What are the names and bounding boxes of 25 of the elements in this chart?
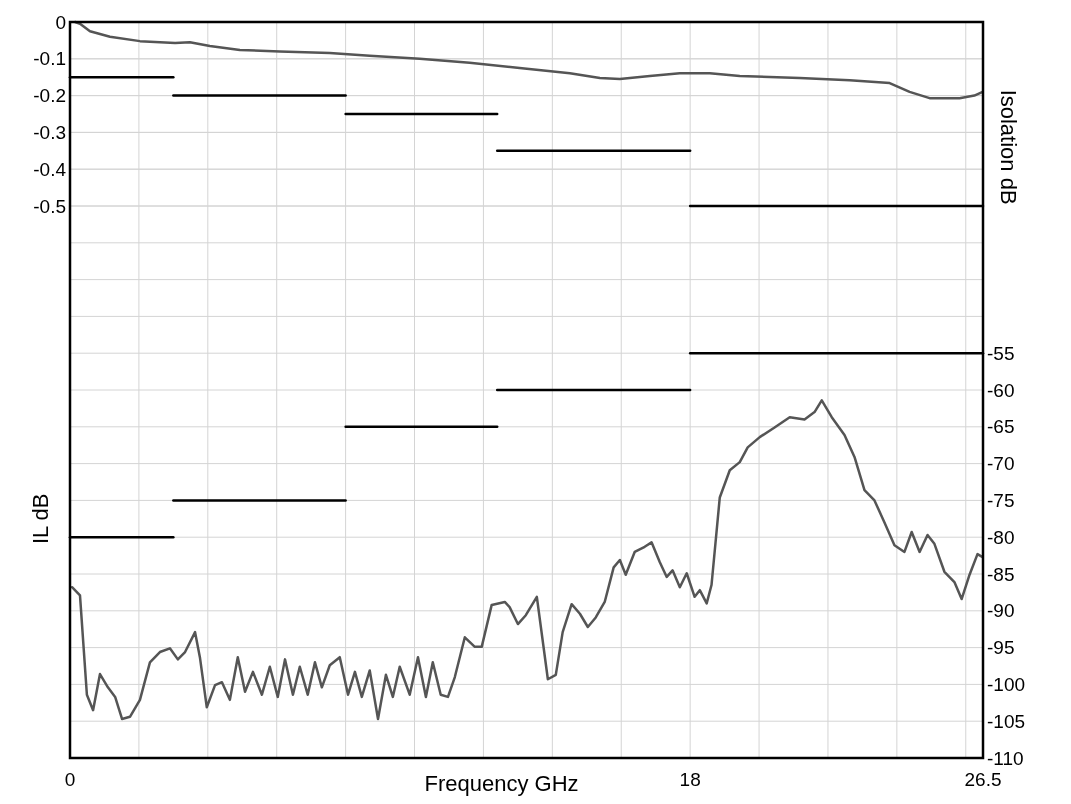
y2-tick-label: -70 xyxy=(987,453,1015,475)
y2-tick-label: -105 xyxy=(987,710,1026,732)
x-axis-title: Frequency GHz xyxy=(424,771,579,796)
y2-tick-label: -55 xyxy=(987,342,1015,364)
y-tick-label: -0.3 xyxy=(33,122,66,144)
y2-axis-title: Isolation dB xyxy=(996,89,1021,205)
y-tick-label: -0.1 xyxy=(33,48,66,70)
line-series xyxy=(73,20,984,100)
y-tick-label: 0 xyxy=(55,11,66,33)
x-tick-label: 18 xyxy=(679,769,701,790)
y-tick-label: -0.5 xyxy=(33,195,66,217)
y-tick-label: -0.2 xyxy=(33,85,66,107)
y-tick-label: -0.4 xyxy=(33,158,67,180)
x-tick-label: 26.5 xyxy=(964,769,1002,790)
y2-tick-label: -100 xyxy=(987,674,1026,696)
y2-tick-label: -110 xyxy=(987,747,1024,769)
y2-tick-label: -80 xyxy=(987,526,1015,548)
y2-tick-label: -60 xyxy=(987,379,1015,401)
y2-tick-label: -95 xyxy=(987,637,1015,659)
y2-tick-label: -90 xyxy=(987,600,1015,622)
y2-tick-label: -75 xyxy=(987,490,1015,512)
y2-tick-label: -65 xyxy=(987,416,1015,438)
y2-tick-label: -85 xyxy=(987,563,1015,585)
y-axis-title: IL dB xyxy=(28,493,53,545)
line-series xyxy=(70,399,984,721)
